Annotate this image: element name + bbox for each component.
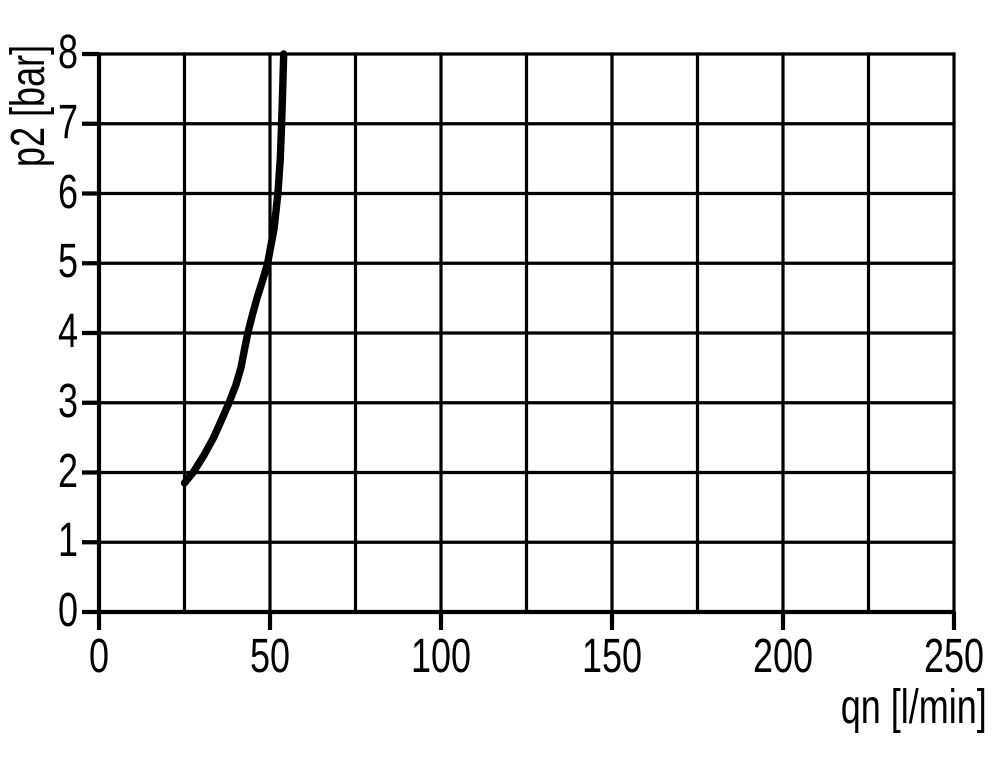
y-tick-label: 4: [57, 305, 78, 358]
y-axis-title: p2 [bar]: [2, 44, 55, 167]
y-tick-label: 6: [57, 165, 78, 219]
x-tick-label: 100: [410, 630, 472, 683]
x-tick-label: 250: [923, 630, 985, 683]
flow-curve: [180, 50, 288, 487]
y-tick-label: 5: [57, 235, 78, 289]
x-tick-label: 200: [752, 630, 814, 683]
x-tick-label: 0: [88, 630, 110, 683]
y-tick-label: 8: [57, 26, 78, 79]
x-tick-label: 50: [249, 630, 291, 683]
y-tick-label: 7: [57, 95, 78, 149]
y-tick-label: 2: [57, 444, 78, 498]
x-axis-title: qn [l/min]: [840, 681, 987, 734]
y-tick-label: 3: [57, 374, 78, 428]
y-tick-label: 0: [57, 584, 78, 637]
y-tick-label: 1: [57, 514, 78, 568]
x-tick-label: 150: [581, 630, 643, 683]
